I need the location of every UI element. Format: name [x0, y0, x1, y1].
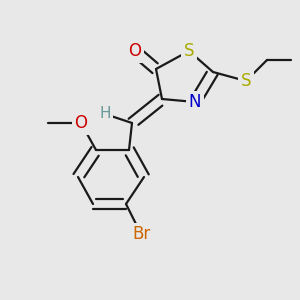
Text: S: S	[241, 72, 251, 90]
Text: O: O	[128, 42, 142, 60]
Text: N: N	[189, 93, 201, 111]
Text: O: O	[74, 114, 88, 132]
Text: S: S	[184, 42, 194, 60]
Text: Br: Br	[132, 225, 150, 243]
Text: H: H	[99, 106, 111, 122]
